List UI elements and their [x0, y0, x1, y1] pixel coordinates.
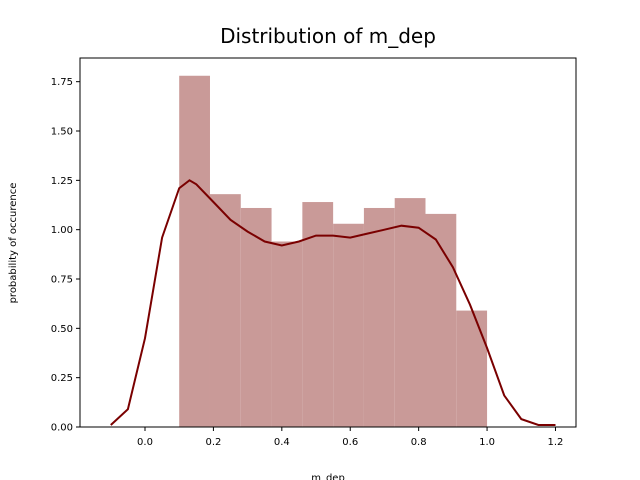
x-tick-label: 0.0 — [137, 437, 153, 448]
chart-title: Distribution of m_dep — [220, 24, 436, 48]
histogram-bar-8 — [394, 198, 426, 427]
kde-curve — [110, 179, 556, 426]
y-tick-label: 0.25 — [51, 373, 73, 384]
histogram-bar-4 — [271, 241, 303, 427]
y-tick-label: 0.50 — [51, 324, 73, 335]
histogram-bar-7 — [363, 207, 395, 427]
plot-frame — [79, 57, 577, 428]
x-axis-ticks: 0.0 0.2 0.4 0.6 0.8 1.0 1.2 — [137, 427, 563, 448]
x-axis-label: m_dep — [311, 473, 345, 480]
histogram-bar-10 — [456, 310, 488, 427]
histogram-bar-1 — [179, 75, 210, 427]
y-tick-label: 1.75 — [51, 77, 73, 88]
x-tick-label: 0.6 — [342, 437, 358, 448]
y-tick-label: 0.00 — [51, 423, 73, 434]
y-tick-label: 0.75 — [51, 275, 73, 286]
y-axis-label: probability of occurence — [8, 183, 19, 304]
histogram-bar-2 — [209, 194, 241, 427]
x-tick-label: 1.2 — [548, 437, 564, 448]
y-tick-label: 1.25 — [51, 176, 73, 187]
x-tick-label: 1.0 — [479, 437, 495, 448]
histogram-bars — [179, 75, 488, 427]
y-tick-label: 1.00 — [51, 225, 73, 236]
x-tick-label: 0.8 — [411, 437, 427, 448]
histogram-bar-3 — [240, 207, 272, 427]
x-tick-label: 0.4 — [274, 437, 290, 448]
x-tick-label: 0.2 — [205, 437, 221, 448]
y-tick-label: 1.50 — [51, 127, 73, 138]
y-axis-ticks: 0.00 0.25 0.50 0.75 1.00 1.25 1.50 1.75 — [51, 77, 80, 434]
histogram-bar-6 — [333, 223, 364, 427]
